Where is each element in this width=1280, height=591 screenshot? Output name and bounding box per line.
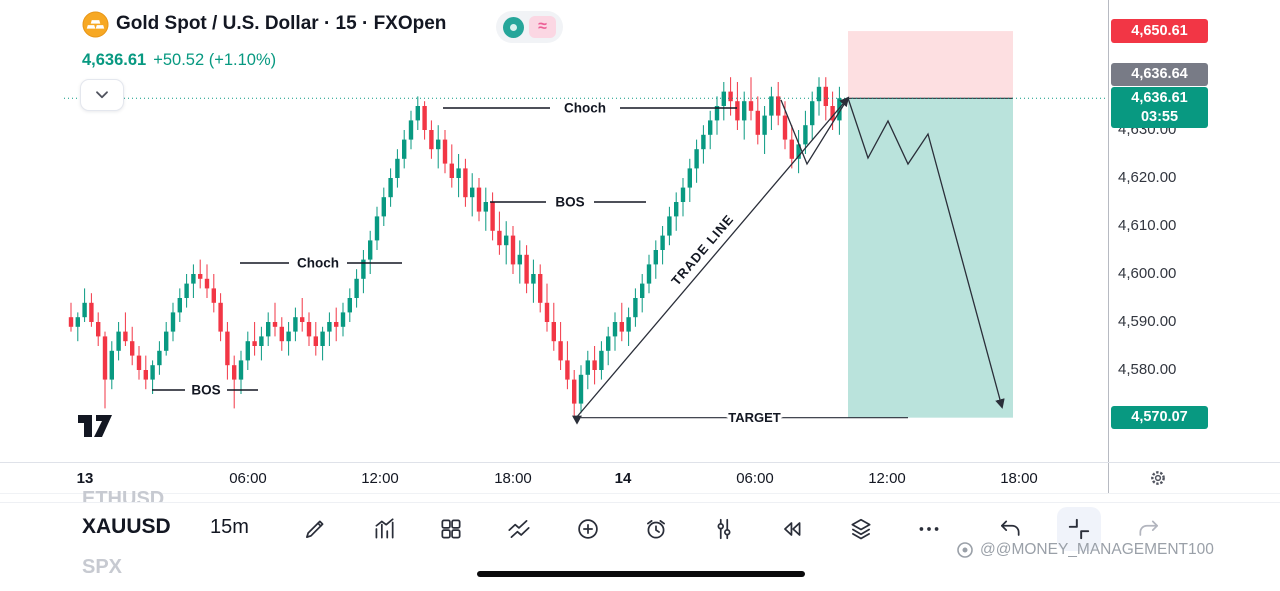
record-dot-icon[interactable]	[503, 16, 524, 38]
time-axis[interactable]: 13 06:00 12:00 18:00 14 06:00 12:00 18:00	[0, 462, 1280, 494]
draw-button[interactable]	[293, 507, 337, 551]
pen-icon	[306, 520, 324, 538]
bar-chart-icon	[375, 518, 394, 539]
gold-coin-icon	[82, 11, 109, 38]
legend-collapse-button[interactable]	[80, 79, 124, 111]
price-tick: 4,600.00	[1118, 265, 1177, 282]
svg-text:Choch: Choch	[564, 101, 606, 116]
chevron-down-icon	[96, 91, 108, 99]
svg-text:Choch: Choch	[297, 256, 339, 271]
price-axis[interactable]: 4,630.00 4,620.00 4,610.00 4,600.00 4,590.00…	[1108, 0, 1211, 462]
collapse-button[interactable]	[1057, 507, 1101, 551]
replay-button[interactable]	[770, 507, 814, 551]
price-badge-prev-close: 4,636.64	[1111, 63, 1208, 86]
undo-icon	[1001, 520, 1020, 536]
chart-canvas[interactable]: Choch BOS Choch BOS TRADE LINE TARGET	[0, 0, 1110, 462]
gear-icon	[1151, 471, 1165, 485]
last-price: 4,636.61	[82, 51, 147, 69]
time-tick: 13	[76, 470, 94, 487]
home-indicator[interactable]	[477, 571, 805, 577]
waves-icon	[508, 520, 530, 538]
price-badge-current: 4,636.61 03:55	[1111, 87, 1208, 128]
price-badge-target: 4,570.07	[1111, 406, 1208, 429]
watermark-text: @@MONEY_MANAGEMENT100	[980, 541, 1214, 558]
price-tick: 4,620.00	[1118, 169, 1177, 186]
layers-icon	[851, 518, 871, 540]
interval-button[interactable]: 15m	[210, 516, 249, 538]
current-price: 4,636.61	[1131, 89, 1188, 106]
svg-text:BOS: BOS	[191, 383, 220, 398]
svg-text:TRADE LINE: TRADE LINE	[668, 212, 736, 289]
tradingview-logo	[78, 415, 112, 437]
time-tick: 06:00	[229, 470, 267, 487]
line-tools-button[interactable]	[497, 507, 541, 551]
wave-icon[interactable]: ≈	[529, 16, 556, 38]
chart-settings-button[interactable]	[1138, 465, 1178, 491]
time-tick: 18:00	[1000, 470, 1038, 487]
grid-icon	[441, 519, 461, 539]
redo-button[interactable]	[1127, 507, 1171, 551]
layout-grid-button[interactable]	[429, 507, 473, 551]
price-tick: 4,590.00	[1118, 313, 1177, 330]
lens-icon	[957, 542, 973, 558]
watermark: @@MONEY_MANAGEMENT100	[956, 541, 1214, 559]
undo-button[interactable]	[988, 507, 1032, 551]
symbol-title[interactable]: Gold Spot / U.S. Dollar · 15 · FXOpen	[116, 13, 447, 34]
more-button[interactable]	[907, 507, 951, 551]
price-tick: 4,580.00	[1118, 361, 1177, 378]
background-symbol-spx: SPX	[82, 556, 123, 578]
redo-icon	[1139, 520, 1158, 536]
header-indicator-pill: ≈	[496, 11, 563, 43]
bottom-toolbar: XAUUSD 15m	[0, 503, 1280, 555]
price-tick: 4,610.00	[1118, 217, 1177, 234]
indicators-button[interactable]	[362, 507, 406, 551]
alarm-clock-icon	[647, 520, 665, 539]
object-tree-button[interactable]	[839, 507, 883, 551]
ellipsis-icon	[919, 527, 939, 531]
time-tick: 06:00	[736, 470, 774, 487]
plus-circle-icon	[578, 519, 598, 539]
bar-countdown: 03:55	[1140, 108, 1179, 125]
alerts-button[interactable]	[634, 507, 678, 551]
price-badge-stop: 4,650.61	[1111, 19, 1208, 43]
rewind-icon	[784, 522, 801, 536]
add-button[interactable]	[566, 507, 610, 551]
time-tick: 12:00	[361, 470, 399, 487]
price-change-row: 4,636.61 +50.52 (+1.10%)	[82, 51, 276, 70]
symbol-button[interactable]: XAUUSD	[82, 515, 171, 538]
collapse-icon	[1068, 518, 1090, 540]
time-tick: 18:00	[494, 470, 532, 487]
time-tick: 14	[614, 470, 632, 487]
candle-sliders-icon	[717, 518, 731, 540]
svg-text:BOS: BOS	[555, 195, 584, 210]
time-tick: 12:00	[868, 470, 906, 487]
price-change: +50.52 (+1.10%)	[153, 51, 277, 69]
svg-text:TARGET: TARGET	[728, 410, 781, 425]
axis-divider	[1108, 463, 1109, 493]
chart-type-button[interactable]	[702, 507, 746, 551]
